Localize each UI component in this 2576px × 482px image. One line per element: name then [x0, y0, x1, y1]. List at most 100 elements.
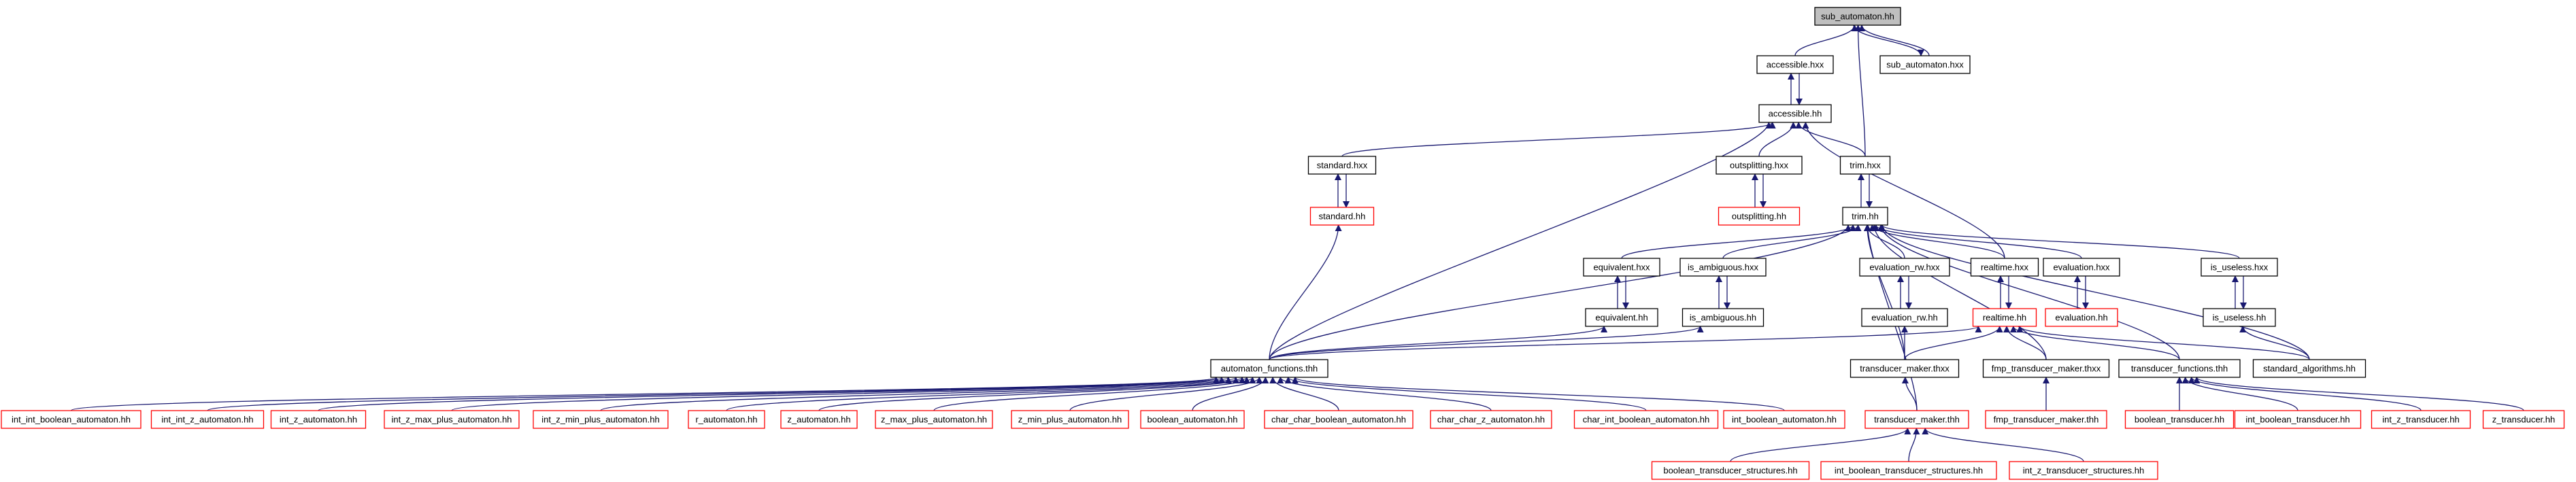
node-outsplitting-hxx[interactable]: outsplitting.hxx: [1716, 156, 1803, 175]
edge-r-automaton-hh-to-automaton-functions-thh: [726, 377, 1245, 411]
node-standard-hxx[interactable]: standard.hxx: [1307, 156, 1377, 175]
node-box: [2203, 308, 2276, 327]
node-char-int-boolean-automaton-hh[interactable]: char_int_boolean_automaton.hh: [1573, 410, 1719, 429]
node-is-ambiguous-hxx[interactable]: is_ambiguous.hxx: [1679, 258, 1767, 277]
node-box: [1573, 410, 1719, 429]
node-equivalent-hh[interactable]: equivalent.hh: [1585, 308, 1658, 327]
node-label: fmp_transducer_maker.thh: [1994, 415, 2099, 425]
edge-standard-algorithms-hh-to-realtime-hh: [2016, 326, 2310, 360]
node-box: [688, 410, 765, 429]
node-int-boolean-transducer-structures-hh[interactable]: int_boolean_transducer_structures.hh: [1820, 461, 1997, 480]
node-transducer-maker-thh[interactable]: transducer_maker.thh: [1864, 410, 1969, 429]
node-label: int_boolean_automaton.hh: [1732, 415, 1837, 425]
node-int-z-automaton-hh[interactable]: int_z_automaton.hh: [270, 410, 367, 429]
node-evaluation-hxx[interactable]: evaluation.hxx: [2043, 258, 2120, 277]
node-box: [150, 410, 265, 429]
edge-is-useless-hxx-to-trim-hh: [1879, 224, 2240, 259]
edge-standard-hxx-to-accessible-hh: [1341, 122, 1776, 157]
node-label: int_z_transducer.hh: [2382, 415, 2459, 425]
node-automaton-functions-thh[interactable]: automaton_functions.thh: [1210, 359, 1328, 378]
node-sub-automaton-hh: sub_automaton.hh: [1814, 7, 1901, 26]
node-equivalent-hxx[interactable]: equivalent.hxx: [1583, 258, 1660, 277]
node-box: [1651, 461, 1810, 480]
edge-int-int-z-automaton-hh-to-automaton-functions-thh: [207, 377, 1220, 411]
node-transducer-functions-thh[interactable]: transducer_functions.thh: [2118, 359, 2241, 378]
edge-trim-hxx-to-sub-automaton-hh: [1854, 24, 1866, 157]
node-realtime-hxx[interactable]: realtime.hxx: [1970, 258, 2039, 277]
node-label: standard.hh: [1319, 211, 1366, 222]
edge-int-z-automaton-hh-to-automaton-functions-thh: [318, 377, 1225, 411]
node-int-boolean-transducer-hh[interactable]: int_boolean_transducer.hh: [2234, 410, 2362, 429]
node-z-automaton-hh[interactable]: z_automaton.hh: [780, 410, 858, 429]
edge-int-z-max-plus-automaton-hh-to-automaton-functions-thh: [451, 377, 1232, 411]
node-int-boolean-automaton-hh[interactable]: int_boolean_automaton.hh: [1723, 410, 1845, 429]
edge-fmp-transducer-maker-thxx-to-trim-hh: [1871, 224, 2047, 360]
edge-z-min-plus-automaton-hh-to-automaton-functions-thh: [1069, 377, 1263, 411]
node-char-char-z-automaton-hh[interactable]: char_char_z_automaton.hh: [1430, 410, 1552, 429]
edge-fmp-transducer-maker-thxx-to-realtime-hh: [2003, 326, 2047, 360]
node-box: [1307, 156, 1377, 175]
node-box: [1682, 308, 1764, 327]
node-label: accessible.hh: [1769, 109, 1822, 119]
node-sub-automaton-hxx[interactable]: sub_automaton.hxx: [1879, 55, 1971, 74]
node-int-z-transducer-structures-hh[interactable]: int_z_transducer_structures.hh: [2009, 461, 2158, 480]
node-box: [1011, 410, 1129, 429]
node-int-int-boolean-automaton-hh[interactable]: int_int_boolean_automaton.hh: [1, 410, 141, 429]
node-fmp-transducer-maker-thxx[interactable]: fmp_transducer_maker.thxx: [1982, 359, 2110, 378]
node-box: [1264, 410, 1414, 429]
node-trim-hh[interactable]: trim.hh: [1842, 207, 1888, 226]
node-transducer-maker-thxx[interactable]: transducer_maker.thxx: [1850, 359, 1960, 378]
node-r-automaton-hh[interactable]: r_automaton.hh: [688, 410, 765, 429]
node-box: [1850, 359, 1960, 378]
node-int-int-z-automaton-hh[interactable]: int_int_z_automaton.hh: [150, 410, 265, 429]
node-int-z-min-plus-automaton-hh[interactable]: int_z_min_plus_automaton.hh: [533, 410, 669, 429]
node-label: z_transducer.hh: [2492, 415, 2556, 425]
node-label: z_max_plus_automaton.hh: [881, 415, 987, 425]
edge-transducer-maker-thh-to-transducer-maker-thxx: [1901, 377, 1918, 411]
node-label: boolean_automaton.hh: [1147, 415, 1237, 425]
node-is-ambiguous-hh[interactable]: is_ambiguous.hh: [1682, 308, 1764, 327]
node-z-max-plus-automaton-hh[interactable]: z_max_plus_automaton.hh: [875, 410, 993, 429]
node-evaluation-rw-hh[interactable]: evaluation_rw.hh: [1861, 308, 1948, 327]
node-realtime-hh[interactable]: realtime.hh: [1972, 308, 2037, 327]
node-box: [1718, 207, 1801, 226]
node-z-min-plus-automaton-hh[interactable]: z_min_plus_automaton.hh: [1011, 410, 1129, 429]
node-box: [1210, 359, 1328, 378]
node-z-transducer-hh[interactable]: z_transducer.hh: [2482, 410, 2565, 429]
node-box: [1309, 207, 1375, 226]
node-label: standard_algorithms.hh: [2263, 364, 2356, 374]
edge-realtime-hxx-to-trim-hh: [1869, 224, 2005, 259]
node-box: [2234, 410, 2362, 429]
node-box: [2009, 461, 2158, 480]
node-fmp-transducer-maker-thh[interactable]: fmp_transducer_maker.thh: [1985, 410, 2107, 429]
edge-automaton-functions-thh-to-standard-hh: [1269, 224, 1342, 360]
node-label: outsplitting.hh: [1732, 211, 1786, 222]
edge-boolean-transducer-structures-hh-to-transducer-maker-thh: [1730, 428, 1911, 462]
edge-automaton-functions-thh-to-realtime-hh: [1269, 326, 1982, 360]
node-boolean-transducer-hh[interactable]: boolean_transducer.hh: [2124, 410, 2235, 429]
node-standard-algorithms-hh[interactable]: standard_algorithms.hh: [2252, 359, 2366, 378]
edge-sub-automaton-hh-to-sub-automaton-hxx: [1853, 24, 1924, 56]
node-boolean-transducer-structures-hh[interactable]: boolean_transducer_structures.hh: [1651, 461, 1810, 480]
node-standard-hh[interactable]: standard.hh: [1309, 207, 1375, 226]
node-char-char-boolean-automaton-hh[interactable]: char_char_boolean_automaton.hh: [1264, 410, 1414, 429]
node-is-useless-hxx[interactable]: is_useless.hxx: [2201, 258, 2278, 277]
node-evaluation-hh[interactable]: evaluation.hh: [2045, 308, 2118, 327]
node-label: transducer_maker.thxx: [1860, 364, 1950, 374]
node-label: fmp_transducer_maker.thxx: [1992, 364, 2101, 374]
node-int-z-transducer-hh[interactable]: int_z_transducer.hh: [2371, 410, 2471, 429]
node-int-z-max-plus-automaton-hh[interactable]: int_z_max_plus_automaton.hh: [384, 410, 520, 429]
node-is-useless-hh[interactable]: is_useless.hh: [2203, 308, 2276, 327]
node-accessible-hh[interactable]: accessible.hh: [1758, 104, 1832, 123]
node-box: [270, 410, 367, 429]
node-box: [2482, 410, 2565, 429]
node-box: [1864, 410, 1969, 429]
node-label: int_z_max_plus_automaton.hh: [391, 415, 512, 425]
node-boolean-automaton-hh[interactable]: boolean_automaton.hh: [1140, 410, 1245, 429]
node-outsplitting-hh[interactable]: outsplitting.hh: [1718, 207, 1801, 226]
edge-int-z-transducer-hh-to-transducer-functions-thh: [2188, 377, 2422, 411]
node-evaluation-rw-hxx[interactable]: evaluation_rw.hxx: [1859, 258, 1950, 277]
node-accessible-hxx[interactable]: accessible.hxx: [1756, 55, 1834, 74]
edge-int-int-boolean-automaton-hh-to-automaton-functions-thh: [70, 377, 1220, 411]
node-trim-hxx[interactable]: trim.hxx: [1839, 156, 1891, 175]
